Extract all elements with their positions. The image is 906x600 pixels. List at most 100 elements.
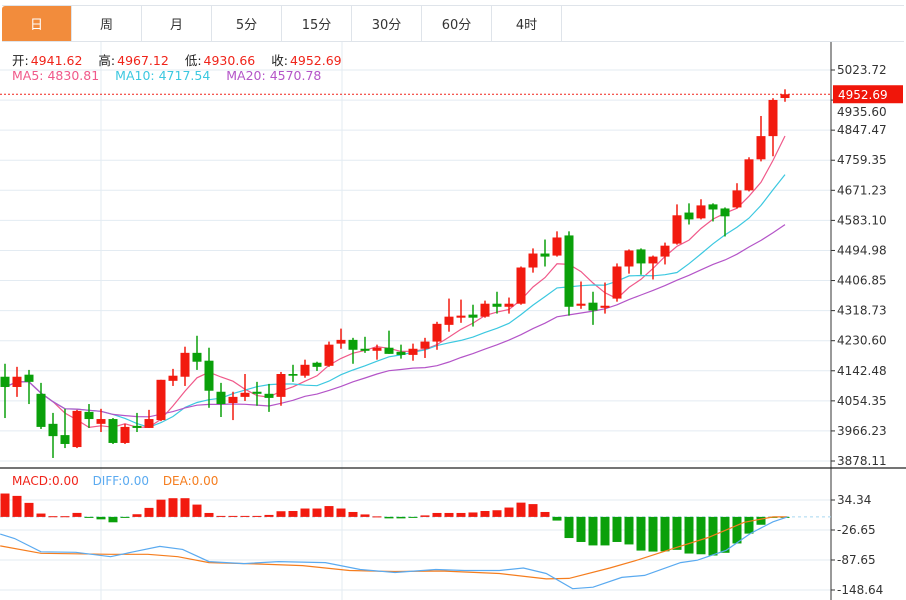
candle-body [420, 341, 430, 349]
macd-bar [396, 516, 406, 519]
tab-30min[interactable]: 30分 [352, 6, 422, 41]
macd-bar [120, 516, 130, 518]
ma-legend: MA5: 4830.81 MA10: 4717.54 MA20: 4570.78 [12, 68, 323, 83]
macd-bar [684, 516, 694, 554]
candle [144, 409, 154, 428]
macd-bar [312, 508, 322, 517]
tab-month[interactable]: 月 [142, 6, 212, 41]
candle-body [168, 375, 178, 381]
macd-bar [552, 516, 562, 521]
candle [312, 361, 322, 371]
candle [324, 341, 334, 367]
open-value: 4941.62 [30, 53, 83, 68]
macd-bar [24, 502, 34, 517]
ma10-line [4, 174, 786, 428]
candle [528, 248, 538, 273]
candle-body [12, 376, 22, 387]
candle [0, 363, 10, 419]
price-axis-label: 4847.47 [837, 123, 887, 137]
candle-body [324, 344, 334, 366]
macd-bar [492, 510, 502, 517]
candle-body [432, 323, 442, 342]
price-axis-label: 4935.60 [837, 105, 887, 119]
ma20-value: MA20: 4570.78 [226, 68, 322, 83]
candle [120, 423, 130, 444]
candle-body [600, 305, 610, 308]
candle [288, 364, 298, 382]
macd-bar [348, 511, 358, 517]
high-label: 高: [98, 53, 116, 68]
candle [24, 369, 34, 405]
candle-body [636, 249, 646, 264]
candle-body [468, 314, 478, 318]
tab-4hour[interactable]: 4时 [492, 6, 562, 41]
macd-bar [96, 516, 106, 520]
macd-bar [528, 504, 538, 517]
macd-bar [0, 493, 10, 517]
macd-bar [456, 512, 466, 517]
diff-value: DIFF:0.00 [92, 474, 149, 488]
candle [552, 231, 562, 257]
candle [372, 344, 382, 360]
macd-bar [588, 516, 598, 546]
candle [540, 239, 550, 267]
candle-body [360, 348, 370, 351]
candle-body [612, 266, 622, 299]
candle-body [408, 348, 418, 355]
candle [192, 335, 202, 370]
candle [252, 381, 262, 406]
candle [48, 412, 58, 458]
candle [720, 207, 730, 237]
close-label: 收: [271, 53, 288, 68]
macd-bar [756, 516, 766, 525]
macd-bar [300, 508, 310, 517]
open-label: 开: [12, 53, 29, 68]
candle [348, 337, 358, 364]
macd-bar [144, 507, 154, 517]
macd-bar [612, 516, 622, 542]
candle [756, 115, 766, 162]
tab-60min[interactable]: 60分 [422, 6, 492, 41]
candle-body [708, 204, 718, 210]
candle-body [144, 419, 154, 428]
price-axis-label: 4494.98 [837, 243, 887, 257]
macd-bar [12, 495, 22, 517]
price-axis-label: 3966.23 [837, 424, 887, 438]
macd-bar [228, 515, 238, 517]
macd-bar [420, 515, 430, 517]
macd-bar [216, 515, 226, 517]
candle [156, 379, 166, 422]
macd-bar [384, 516, 394, 519]
candle [624, 249, 634, 274]
candle [360, 336, 370, 353]
tab-5min[interactable]: 5分 [212, 6, 282, 41]
candle-body [336, 339, 346, 344]
candle-body [132, 425, 142, 428]
macd-bar [72, 512, 82, 517]
candle [12, 366, 22, 397]
macd-bar [156, 499, 166, 517]
candle-body [660, 245, 670, 257]
macd-bar [516, 502, 526, 517]
candle-body [180, 352, 190, 377]
last-price-badge [833, 85, 903, 104]
candle [132, 412, 142, 433]
candle-body [756, 136, 766, 160]
candle [420, 337, 430, 358]
macd-bar [576, 516, 586, 542]
candle [708, 203, 718, 222]
macd-legend: MACD:0.00 DIFF:0.00 DEA:0.00 [12, 474, 220, 488]
candle [108, 418, 118, 444]
candle [432, 321, 442, 350]
tab-day[interactable]: 日 [2, 6, 72, 41]
tab-15min[interactable]: 15分 [282, 6, 352, 41]
candle-body [372, 347, 382, 351]
ma5-line [4, 135, 786, 429]
tab-week[interactable]: 周 [72, 6, 142, 41]
candle [504, 297, 514, 314]
candle [732, 183, 742, 209]
macd-bar [192, 504, 202, 517]
macd-axis-label: 34.34 [837, 493, 871, 507]
